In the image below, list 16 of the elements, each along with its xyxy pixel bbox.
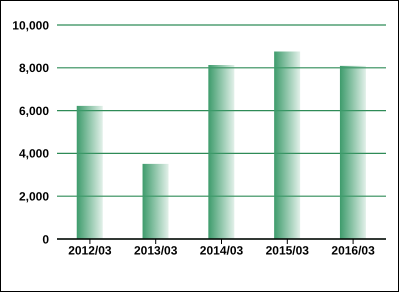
x-tick-label: 2013/03 xyxy=(134,244,178,258)
y-tick-label: 0 xyxy=(42,232,50,246)
bar xyxy=(274,52,300,239)
x-tick-label: 2016/03 xyxy=(331,244,376,258)
y-tick-label: 2,000 xyxy=(18,189,50,204)
bar xyxy=(340,66,366,239)
y-tick-label: 10,000 xyxy=(12,18,50,32)
x-tick-label: 2014/03 xyxy=(200,244,244,258)
y-tick-label: 4,000 xyxy=(18,146,50,161)
bar xyxy=(76,106,103,239)
y-tick-label: 6,000 xyxy=(18,104,50,118)
x-tick-label: 2015/03 xyxy=(266,244,310,258)
x-tick-label: 2012/03 xyxy=(68,244,112,258)
y-tick-label: 8,000 xyxy=(18,61,50,76)
bar xyxy=(142,164,169,239)
bar xyxy=(208,65,234,239)
